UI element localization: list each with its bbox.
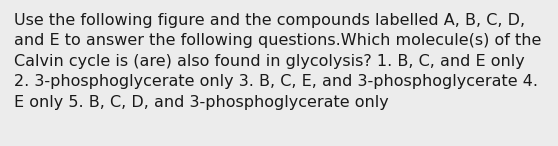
Text: Use the following figure and the compounds labelled A, B, C, D,
and E to answer : Use the following figure and the compoun… [14,13,541,110]
